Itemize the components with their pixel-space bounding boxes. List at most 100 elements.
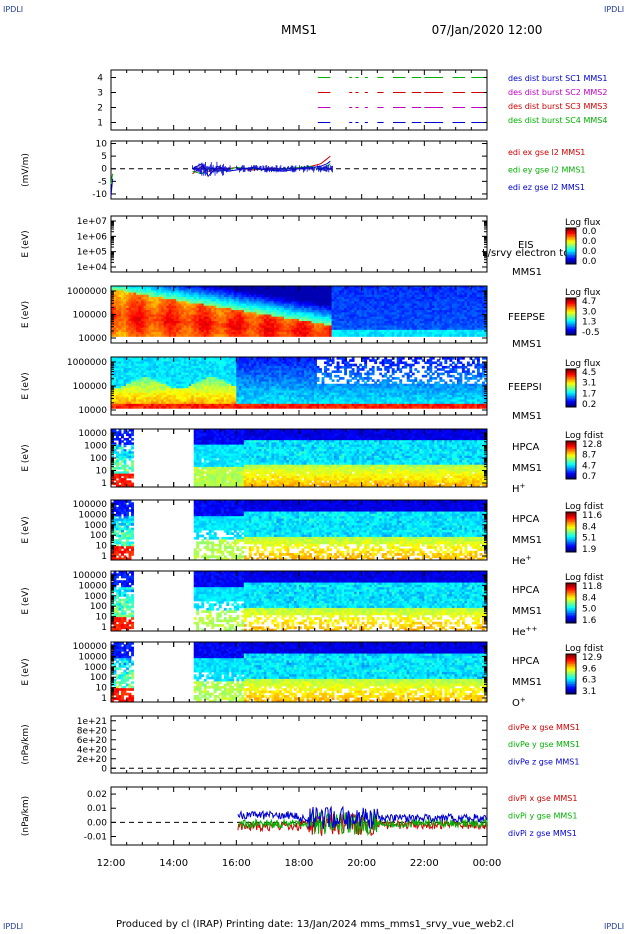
heatmap-cell: [354, 334, 357, 337]
heatmap-cell: [362, 334, 365, 337]
heatmap-cell: [196, 334, 199, 337]
heatmap-cell: [322, 334, 325, 337]
heatmap-cell: [424, 334, 427, 337]
heatmap-cell: [294, 334, 297, 337]
heatmap-cell: [244, 334, 247, 337]
heatmap-cell: [154, 334, 157, 337]
y-tick-label: 1e+04: [77, 263, 108, 273]
heatmap-cell: [324, 334, 327, 337]
panel-label-MMS1: MMS1: [512, 267, 542, 278]
heatmap-cell: [339, 334, 342, 337]
colorbar-tick-label: 0.0: [582, 257, 597, 267]
heatmap-cell: [334, 334, 337, 337]
legend-entry-0: des dist burst SC2 MMS2: [508, 88, 607, 97]
heatmap-cell: [447, 334, 450, 337]
y-axis-label-2: E (eV): [21, 230, 31, 257]
y-tick-label: 0: [101, 165, 107, 175]
heatmap-cell: [159, 406, 162, 409]
legend-entry-0: des dist burst SC4 MMS4: [508, 116, 607, 125]
heatmap-cell: [286, 334, 289, 337]
heatmap-cell: [221, 334, 224, 337]
heatmap-cell: [206, 334, 209, 337]
heatmap-cell: [166, 406, 169, 409]
heatmap-cell: [131, 406, 134, 409]
panel-frame-1: [111, 141, 487, 199]
heatmap-cell: [459, 334, 462, 337]
heatmap-cell: [422, 334, 425, 337]
heatmap-cell: [166, 334, 169, 337]
heatmap-cell: [216, 334, 219, 337]
heatmap-cell: [224, 334, 227, 337]
heatmap-cell: [201, 334, 204, 337]
y-tick-label: 1000000: [67, 287, 107, 297]
heatmap-cell: [259, 334, 262, 337]
panel-frame-9: [111, 716, 487, 773]
heatmap-cell: [419, 334, 422, 337]
heatmap-cell: [159, 334, 162, 337]
heatmap-cell: [179, 334, 182, 337]
y-tick-label: 4: [97, 74, 103, 84]
heatmap-cell: [397, 334, 400, 337]
heatmap-cell: [307, 334, 310, 337]
legend-entry-1: edi ez gse l2 MMS1: [508, 183, 585, 192]
heatmap-4: [111, 357, 487, 409]
colorbar-tick-label: 0.0: [582, 247, 597, 257]
y-tick-label: 2: [97, 104, 103, 114]
overlay-label: L/srvy electron to: [482, 248, 569, 259]
heatmap-cell: [136, 406, 139, 409]
heatmap-cell: [399, 334, 402, 337]
heatmap-cell: [154, 406, 157, 409]
heatmap-cell: [176, 334, 179, 337]
heatmap-cell: [161, 334, 164, 337]
heatmap-cell: [264, 334, 267, 337]
heatmap-cell: [312, 334, 315, 337]
heatmap-cell: [349, 334, 352, 337]
heatmap-cell: [129, 334, 132, 337]
heatmap-cell: [124, 406, 127, 409]
heatmap-cell: [194, 334, 197, 337]
heatmap-cell: [477, 334, 480, 337]
heatmap-cell: [236, 334, 239, 337]
heatmap-cell: [359, 334, 362, 337]
heatmap-cell: [374, 334, 377, 337]
heatmap-cell: [304, 334, 307, 337]
heatmap-cell: [317, 334, 320, 337]
heatmap-cell: [119, 406, 122, 409]
heatmap-cell: [161, 406, 164, 409]
y-tick-label: 5: [101, 152, 107, 162]
y-tick-label: 3: [97, 89, 103, 99]
heatmap-cell: [409, 334, 412, 337]
colorbar-tick-label: 0.0: [582, 227, 597, 237]
heatmap-cell: [134, 406, 137, 409]
heatmap-cell: [146, 406, 149, 409]
heatmap-cell: [479, 334, 482, 337]
heatmap-cell: [269, 334, 272, 337]
heatmap-cell: [141, 334, 144, 337]
heatmap-cell: [332, 334, 335, 337]
heatmap-cell: [291, 334, 294, 337]
legend-entry-1: edi ey gse l2 MMS1: [508, 166, 586, 175]
heatmap-cell: [429, 334, 432, 337]
heatmap-cell: [319, 334, 322, 337]
heatmap-cell: [229, 334, 232, 337]
heatmap-cell: [352, 334, 355, 337]
legend-entry-0: des dist burst SC1 MMS1: [508, 74, 607, 83]
heatmap-cell: [329, 334, 332, 337]
heatmap-cell: [144, 334, 147, 337]
heatmap-cell: [464, 334, 467, 337]
panel-frame-10: [111, 787, 487, 845]
y-tick-label: 1: [97, 119, 103, 129]
heatmap-cell: [454, 334, 457, 337]
heatmap-cell: [119, 334, 122, 337]
heatmap-cell: [181, 334, 184, 337]
heatmap-cell: [469, 334, 472, 337]
heatmap-cell: [126, 334, 129, 337]
heatmap-cell: [144, 406, 147, 409]
y-tick-label: -5: [98, 177, 107, 187]
y-tick-label: 1e+05: [77, 248, 107, 258]
heatmap-cell: [437, 334, 440, 337]
heatmap-cell: [171, 334, 174, 337]
heatmap-cell: [136, 334, 139, 337]
heatmap-cell: [387, 334, 390, 337]
